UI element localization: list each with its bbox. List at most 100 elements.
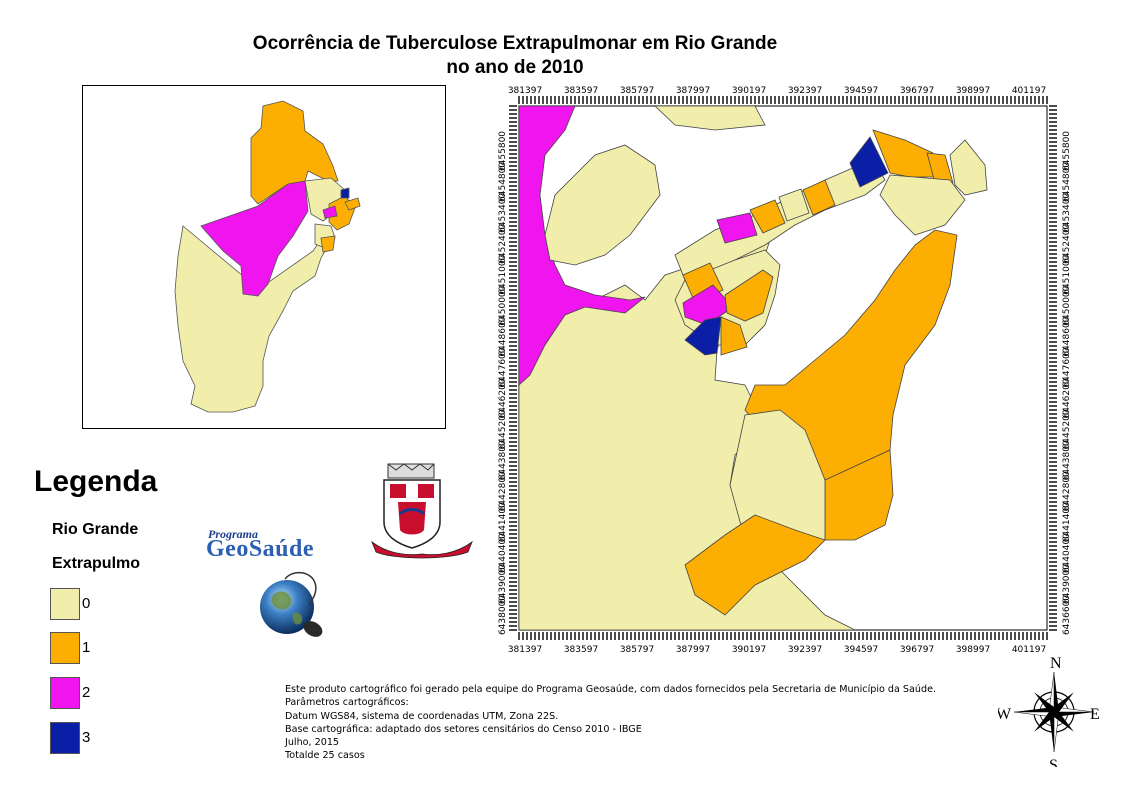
- legend-label-1: 1: [82, 639, 91, 656]
- legend-label-0: 0: [82, 595, 91, 612]
- y-tick-label-right: 6452400: [1062, 223, 1070, 263]
- y-tick-label-left: 6448600: [498, 316, 508, 356]
- y-tick-label-right: 6448600: [1062, 316, 1070, 356]
- x-tick-label-bottom: 381397: [508, 645, 542, 655]
- x-tick-label-top: 398997: [956, 86, 990, 96]
- legend-label-2: 2: [82, 684, 91, 701]
- legend-swatch-1: [50, 632, 80, 664]
- tract-central-magenta: [682, 284, 734, 326]
- note-line-datum: Datum WGS84, sistema de coordenadas UTM,…: [285, 710, 559, 722]
- rio-grande-coat-of-arms-icon: [371, 463, 473, 559]
- note-line-source: Este produto cartográfico foi gerado pel…: [285, 684, 937, 695]
- coordinate-grid-ticks: [509, 96, 1057, 640]
- legend-label-3: 3: [82, 729, 91, 746]
- map-title-line1: Ocorrência de Tuberculose Extrapulmonar …: [252, 33, 778, 54]
- tract-navy-south: [684, 316, 722, 356]
- note-line-base: Base cartográfica: adaptado dos setores …: [285, 723, 642, 735]
- tract-magenta-east: [716, 212, 758, 244]
- y-tick-label-left: 6445200: [498, 409, 508, 449]
- legend-swatch-3: [50, 722, 80, 754]
- y-tick-label-left: 6446200: [498, 378, 508, 418]
- y-tick-label-right: 6441400: [1062, 502, 1070, 542]
- y-tick-label-left: 6442800: [498, 471, 508, 511]
- inset-overview-map: [82, 85, 446, 429]
- note-line-date: Julho, 2015: [285, 737, 340, 749]
- x-tick-label-top: 394597: [844, 86, 878, 96]
- y-tick-label-left: 6451000: [498, 254, 508, 294]
- y-tick-label-right: 6442800: [1062, 471, 1070, 511]
- geosaude-logo-name: GeoSaúde: [206, 536, 315, 562]
- x-tick-label-top: 392397: [788, 86, 822, 96]
- x-tick-label-bottom: 398997: [956, 645, 990, 655]
- y-tick-label-left: 6438000: [498, 595, 508, 635]
- tract-yellow-southeast: [729, 409, 826, 541]
- tract-magenta-west: [519, 106, 646, 386]
- tract-navy-north: [849, 136, 889, 188]
- legend-swatch-2: [50, 677, 80, 709]
- x-tick-label-bottom: 387997: [676, 645, 710, 655]
- x-tick-label-bottom: 390197: [732, 645, 766, 655]
- x-tick-label-top: 383597: [564, 86, 598, 96]
- y-tick-label-left: 6443800: [498, 440, 508, 480]
- compass-w-label: W: [998, 706, 1012, 723]
- main-map: 381397 381397 383597 383597 385797 385797 3879…: [498, 86, 1070, 655]
- x-tick-label-top: 387997: [676, 86, 710, 96]
- x-tick-label-bottom: 385797: [620, 645, 654, 655]
- tract-yellow-ne-body: [879, 174, 966, 236]
- y-tick-label-right: 6454800: [1062, 162, 1070, 202]
- y-tick-label-left: 6440400: [498, 533, 508, 573]
- x-tick-label-bottom: 401197: [1012, 645, 1046, 655]
- y-tick-label-right: 6440400: [1062, 533, 1070, 573]
- tract-orange-ne2: [926, 152, 954, 184]
- x-tick-label-bottom: 396797: [900, 645, 934, 655]
- geosaude-logo-small-text: Programa: [208, 527, 259, 541]
- inset-map-svg: [174, 100, 361, 413]
- y-tick-label-left: 6452400: [498, 223, 508, 263]
- x-tick-label-top: 385797: [620, 86, 654, 96]
- x-tick-label-top: 381397: [508, 86, 542, 96]
- y-tick-label-right: 6447600: [1062, 347, 1070, 387]
- map-notes: Este produto cartográfico foi gerado pel…: [285, 683, 1045, 763]
- compass-e-label: E: [1090, 706, 1100, 723]
- tract-spit-yellow-c: [778, 188, 810, 222]
- y-tick-label-left: 6447600: [498, 347, 508, 387]
- map-title: Ocorrência de Tuberculose Extrapulmonar …: [0, 32, 1030, 80]
- inset-region-north-orange: [250, 100, 339, 205]
- note-line-params: Parâmetros cartográficos:: [285, 697, 409, 709]
- y-tick-label-left: 6455800: [498, 131, 508, 171]
- north-arrow-compass-icon: N S E W: [998, 655, 1100, 767]
- tract-north-yellow: [544, 144, 661, 266]
- tract-north-strip: [654, 106, 766, 131]
- y-tick-label-right: 6451000: [1062, 254, 1070, 294]
- y-tick-label-right: 6446200: [1062, 378, 1070, 418]
- legend-heading: Legenda: [34, 465, 158, 498]
- legend-layer-name: Rio Grande: [52, 521, 139, 538]
- census-tracts: [519, 106, 988, 630]
- y-tick-label-left: 6454800: [498, 162, 508, 202]
- y-tick-label-right: 6436600: [1062, 595, 1070, 635]
- coordinate-grid-labels: 381397 381397 383597 383597 385797 385797 3879…: [498, 86, 1070, 655]
- x-tick-label-top: 390197: [732, 86, 766, 96]
- globe-with-mouse-icon: [260, 571, 323, 637]
- compass-s-label: S: [1049, 757, 1058, 767]
- inset-region-harbour-d: [322, 205, 338, 219]
- compass-n-label: N: [1050, 655, 1062, 672]
- tract-central-orange-b: [724, 269, 774, 322]
- inset-region-harbour-f: [344, 197, 361, 211]
- x-tick-label-top: 401197: [1012, 86, 1046, 96]
- x-tick-label-bottom: 383597: [564, 645, 598, 655]
- y-tick-label-right: 6453400: [1062, 193, 1070, 233]
- x-tick-label-top: 396797: [900, 86, 934, 96]
- tract-spit-orange-b: [802, 179, 836, 216]
- tract-orange-south: [684, 514, 826, 616]
- x-tick-label-bottom: 392397: [788, 645, 822, 655]
- y-tick-label-right: 6443800: [1062, 440, 1070, 480]
- map-title-line2: no ano de 2010: [446, 57, 584, 78]
- x-tick-label-bottom: 394597: [844, 645, 878, 655]
- inset-region-harbour-e: [340, 187, 350, 199]
- y-tick-label-left: 6453400: [498, 193, 508, 233]
- y-tick-label-right: 6445200: [1062, 409, 1070, 449]
- note-line-total: Totalde 25 casos: [285, 750, 365, 762]
- y-tick-label-left: 6441400: [498, 502, 508, 542]
- y-tick-label-right: 6439000: [1062, 564, 1070, 604]
